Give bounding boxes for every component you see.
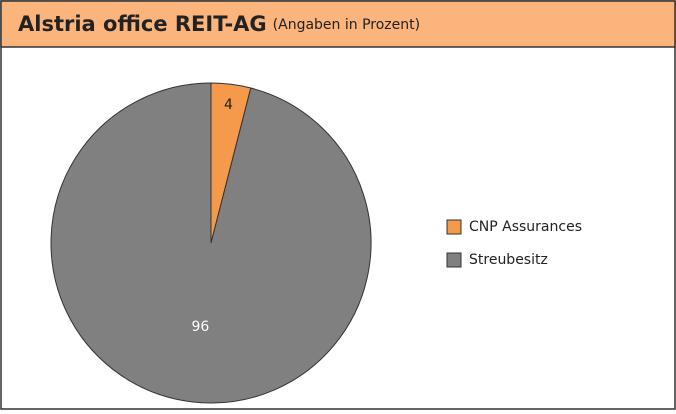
legend-label: Streubesitz (469, 252, 548, 268)
slice-label: 4 (224, 97, 233, 113)
slice-label: 96 (191, 319, 209, 335)
legend-swatch (446, 219, 462, 235)
legend-swatch (446, 252, 462, 268)
header (0, 0, 676, 48)
chart-title: Alstria office REIT-AG (Angaben in Prozen… (18, 12, 420, 36)
legend-label: CNP Assurances (469, 219, 582, 235)
title: Alstria office REIT-AG (18, 12, 267, 36)
pie-slice (50, 82, 372, 404)
subtitle: (Angaben in Prozent) (273, 17, 420, 33)
